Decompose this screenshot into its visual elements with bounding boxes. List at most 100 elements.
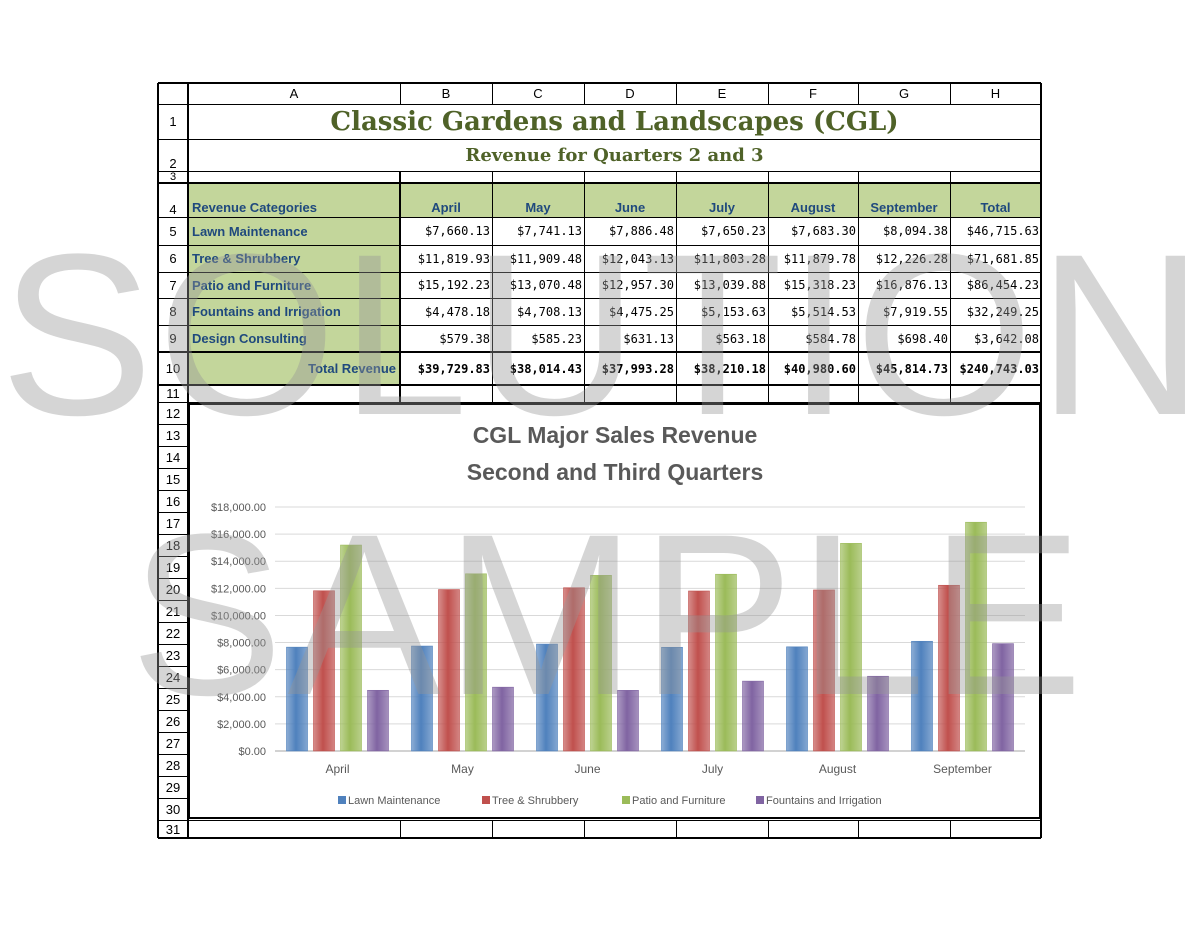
row-header-26[interactable]: 26 bbox=[165, 713, 181, 729]
row-header-28[interactable]: 28 bbox=[165, 757, 181, 773]
table-cell[interactable]: $7,919.55 bbox=[882, 304, 948, 319]
month-header-august[interactable]: August bbox=[768, 183, 858, 217]
table-cell[interactable]: $3,642.08 bbox=[973, 331, 1039, 346]
table-cell[interactable]: $4,478.18 bbox=[424, 304, 490, 319]
y-tick-label: $8,000.00 bbox=[217, 638, 266, 650]
total-revenue-label[interactable]: Total Revenue bbox=[188, 352, 400, 385]
month-header-may[interactable]: May bbox=[492, 183, 584, 217]
category-label[interactable]: Fountains and Irrigation bbox=[188, 298, 400, 325]
row-header-21[interactable]: 21 bbox=[165, 603, 181, 619]
table-cell[interactable]: $7,683.30 bbox=[790, 224, 856, 238]
table-cell[interactable]: $584.78 bbox=[805, 331, 856, 346]
table-cell[interactable]: $11,819.93 bbox=[417, 251, 490, 266]
row-header-29[interactable]: 29 bbox=[165, 779, 181, 795]
category-label[interactable]: Tree & Shrubbery bbox=[188, 245, 400, 272]
row-header-20[interactable]: 20 bbox=[165, 581, 181, 597]
table-cell[interactable]: $5,514.53 bbox=[790, 304, 856, 319]
table-cell[interactable]: $12,957.30 bbox=[601, 278, 674, 292]
category-label[interactable]: Lawn Maintenance bbox=[188, 217, 400, 245]
row-header-19[interactable]: 19 bbox=[165, 559, 181, 575]
row-header-18[interactable]: 18 bbox=[165, 537, 181, 553]
table-cell[interactable]: $11,879.78 bbox=[783, 251, 856, 266]
column-header-b[interactable]: B bbox=[441, 86, 451, 101]
total-cell[interactable]: $240,743.03 bbox=[959, 361, 1039, 376]
table-cell[interactable]: $16,876.13 bbox=[875, 278, 948, 292]
table-cell[interactable]: $4,475.25 bbox=[608, 304, 674, 319]
table-cell[interactable]: $579.38 bbox=[439, 331, 490, 346]
category-label[interactable]: Patio and Furniture bbox=[188, 272, 400, 298]
row-header-4[interactable]: 4 bbox=[169, 202, 177, 217]
column-header-g[interactable]: G bbox=[898, 86, 910, 101]
table-cell[interactable]: $11,909.48 bbox=[509, 251, 582, 266]
row-header-27[interactable]: 27 bbox=[165, 735, 181, 751]
row-header-16[interactable]: 16 bbox=[165, 493, 181, 509]
table-cell[interactable]: $7,650.23 bbox=[700, 224, 766, 238]
row-header-5[interactable]: 5 bbox=[169, 223, 177, 239]
month-header-april[interactable]: April bbox=[400, 183, 492, 217]
total-cell[interactable]: $45,814.73 bbox=[875, 361, 948, 376]
table-cell[interactable]: $563.18 bbox=[715, 331, 766, 346]
month-header-june[interactable]: June bbox=[584, 183, 676, 217]
row-header-31[interactable]: 31 bbox=[165, 821, 181, 837]
row-header-9[interactable]: 9 bbox=[169, 331, 177, 346]
column-header-a[interactable]: A bbox=[289, 86, 299, 101]
row-header-11[interactable]: 11 bbox=[166, 386, 180, 401]
table-cell[interactable]: $7,886.48 bbox=[608, 224, 674, 238]
row-header-1[interactable]: 1 bbox=[169, 114, 177, 129]
total-cell[interactable]: $39,729.83 bbox=[417, 361, 490, 376]
total-cell[interactable]: $38,210.18 bbox=[693, 361, 766, 376]
row-header-22[interactable]: 22 bbox=[165, 625, 181, 641]
table-cell[interactable]: $7,741.13 bbox=[516, 224, 582, 238]
column-header-f[interactable]: F bbox=[809, 86, 817, 101]
row-header-7[interactable]: 7 bbox=[169, 277, 177, 293]
row-header-23[interactable]: 23 bbox=[165, 647, 181, 663]
category-label[interactable]: Design Consulting bbox=[188, 325, 400, 352]
column-header-e[interactable]: E bbox=[717, 86, 727, 101]
table-cell[interactable]: $12,043.13 bbox=[601, 251, 674, 266]
table-cell[interactable]: $585.23 bbox=[531, 331, 582, 346]
table-cell[interactable]: $11,803.28 bbox=[693, 251, 766, 266]
gridline bbox=[158, 600, 188, 601]
row-header-25[interactable]: 25 bbox=[165, 691, 181, 707]
chart-area[interactable]: CGL Major Sales Revenue Second and Third … bbox=[188, 403, 1041, 819]
total-cell[interactable]: $38,014.43 bbox=[509, 361, 582, 376]
row-header-6[interactable]: 6 bbox=[169, 251, 177, 266]
table-cell[interactable]: $86,454.23 bbox=[966, 278, 1039, 292]
table-cell[interactable]: $4,708.13 bbox=[516, 304, 582, 319]
column-header-h[interactable]: H bbox=[990, 86, 1001, 101]
row-header-10[interactable]: 10 bbox=[165, 361, 181, 376]
month-header-july[interactable]: July bbox=[676, 183, 768, 217]
corner-cell[interactable] bbox=[158, 83, 188, 104]
table-cell[interactable]: $12,226.28 bbox=[875, 251, 948, 266]
row-header-13[interactable]: 13 bbox=[165, 427, 181, 443]
table-cell[interactable]: $5,153.63 bbox=[700, 304, 766, 319]
month-header-september[interactable]: September bbox=[858, 183, 950, 217]
row-header-17[interactable]: 17 bbox=[165, 515, 181, 531]
table-cell[interactable]: $631.13 bbox=[623, 331, 674, 346]
table-header-label[interactable]: Revenue Categories bbox=[188, 183, 400, 217]
row-header-2[interactable]: 2 bbox=[169, 156, 177, 171]
row-header-24[interactable]: 24 bbox=[165, 669, 181, 685]
row-header-14[interactable]: 14 bbox=[165, 449, 181, 465]
row-header-12[interactable]: 12 bbox=[165, 405, 181, 421]
column-header-c[interactable]: C bbox=[533, 86, 543, 101]
table-cell[interactable]: $71,681.85 bbox=[966, 251, 1039, 266]
table-cell[interactable]: $32,249.25 bbox=[966, 304, 1039, 319]
table-cell[interactable]: $46,715.63 bbox=[966, 224, 1039, 238]
row-header-30[interactable]: 30 bbox=[165, 801, 181, 817]
column-header-d[interactable]: D bbox=[625, 86, 635, 101]
row-header-15[interactable]: 15 bbox=[165, 471, 181, 487]
table-cell[interactable]: $15,192.23 bbox=[417, 278, 490, 292]
table-cell[interactable]: $13,039.88 bbox=[693, 278, 766, 292]
table-cell[interactable]: $7,660.13 bbox=[424, 224, 490, 238]
table-cell[interactable]: $15,318.23 bbox=[783, 278, 856, 292]
table-cell[interactable]: $13,070.48 bbox=[509, 278, 582, 292]
row-header-3[interactable]: 3 bbox=[169, 171, 177, 183]
total-cell[interactable]: $37,993.28 bbox=[601, 361, 674, 376]
month-header-total[interactable]: Total bbox=[950, 183, 1041, 217]
table-cell[interactable]: $698.40 bbox=[897, 331, 948, 346]
total-cell[interactable]: $40,980.60 bbox=[783, 361, 856, 376]
table-cell[interactable]: $8,094.38 bbox=[882, 224, 948, 238]
row-header-8[interactable]: 8 bbox=[169, 304, 177, 319]
